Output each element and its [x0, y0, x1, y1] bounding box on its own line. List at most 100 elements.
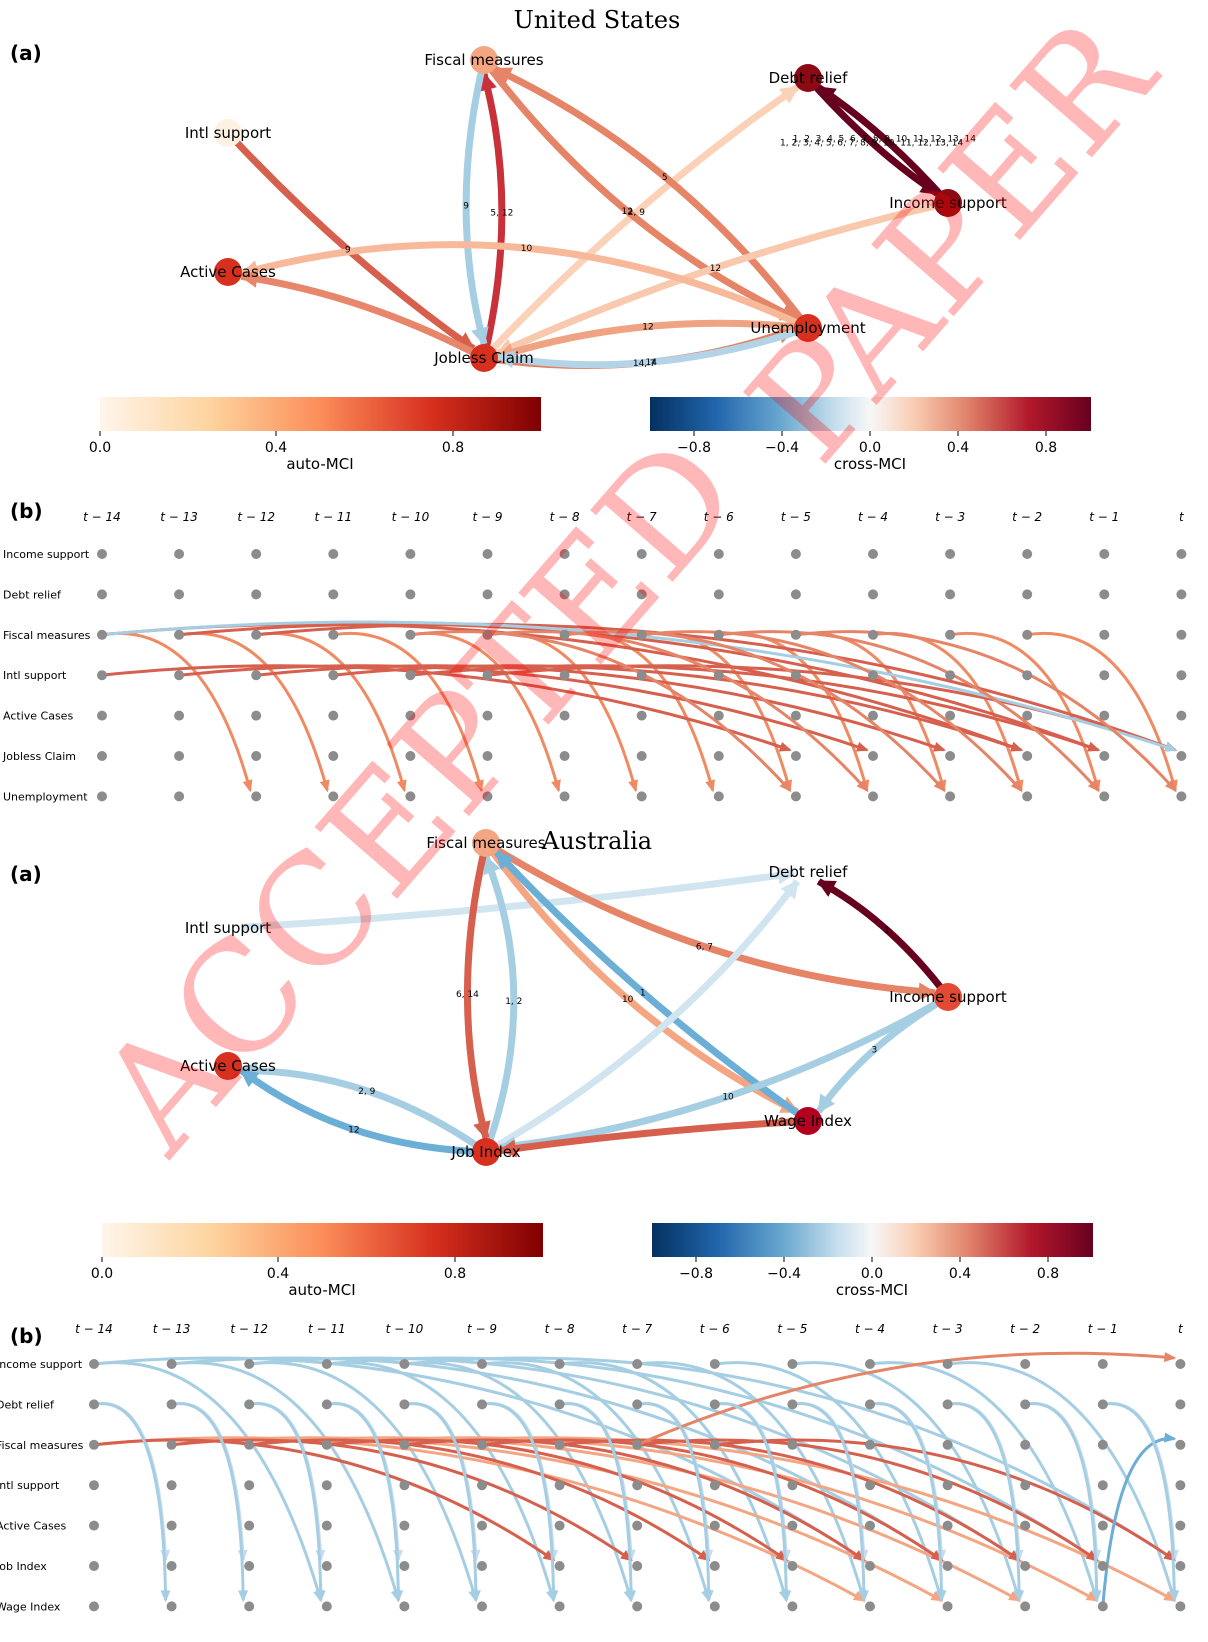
au-grid-node [709, 1399, 720, 1410]
au-grid-node [554, 1520, 565, 1531]
au-grid-node [865, 1399, 875, 1410]
au-grid-node [632, 1399, 643, 1410]
au-time-label: t − 8 [545, 1322, 575, 1336]
us-grid-node [636, 589, 647, 600]
us-grid-node [482, 791, 493, 802]
us-grid-node [405, 791, 416, 802]
us-cross-tick-4: 0.8 [1035, 440, 1057, 456]
us-lag-arrowhead [855, 742, 869, 752]
au-lag-link [171, 1356, 943, 1562]
au-grid-node [244, 1439, 255, 1450]
us-grid-node [97, 589, 107, 600]
us-arrowhead-jobless-to-active [239, 269, 259, 288]
us-lag-link [101, 620, 1176, 752]
au-lag-arrowhead [1163, 1352, 1177, 1363]
us-arrowhead-fiscal-to-jobless [471, 326, 489, 346]
au-lag-link [249, 1438, 710, 1562]
us-edge-label: 5, 12 [490, 209, 513, 219]
us-grid-node [97, 710, 107, 721]
us-grid-node [482, 549, 493, 559]
us-lag-link [256, 622, 1176, 752]
us-grid-node [1022, 629, 1033, 640]
us-edge-label: 9 [345, 246, 351, 256]
us-grid-node [636, 751, 647, 761]
au-grid-node [477, 1399, 487, 1410]
au-grid-node [709, 1480, 720, 1491]
us-time-label: t − 3 [935, 510, 965, 524]
us-node-label-jobless: Jobless Claim [433, 349, 534, 367]
au-node-label-debt: Debt relief [769, 863, 849, 881]
us-grid-node [790, 549, 801, 559]
au-lag-link [481, 1402, 556, 1601]
au-grid-node [477, 1601, 487, 1612]
us-lag-link [410, 630, 792, 792]
au-lag-arrowhead [781, 1590, 792, 1603]
us-arrowhead-unemp-to-fiscal [492, 67, 514, 84]
us-grid-node [790, 670, 801, 681]
us-lag-link [410, 664, 1099, 752]
us-grid-node [636, 670, 647, 681]
au-grid-node [1097, 1561, 1108, 1571]
us-grid-node [328, 710, 339, 721]
au-node-label-job: Job Index [450, 1143, 520, 1161]
au-grid-node [942, 1439, 953, 1450]
au-time-label: t − 10 [386, 1322, 424, 1336]
au-grid-node [1175, 1439, 1186, 1450]
us-grid-node [251, 791, 262, 802]
au-lag-links [93, 1351, 1180, 1607]
us-time-series-graph: t − 14 t − 13 t − 12 t − 11 t − 10 t − 9 t − 8… [2, 510, 1187, 803]
au-grid-node [1175, 1601, 1186, 1612]
au-grid-node [1175, 1520, 1186, 1531]
au-lag-arrowhead [858, 1590, 869, 1603]
au-lag-arrowhead [936, 1590, 947, 1603]
au-grid-node [554, 1601, 565, 1612]
au-node-fiscal [472, 829, 500, 857]
us-grid-node [713, 751, 724, 761]
us-row-label: Unemployment [3, 790, 88, 803]
us-lag-link [564, 630, 946, 792]
au-time-label: t − 11 [308, 1322, 346, 1336]
us-edge-label: 14, 7 [633, 359, 656, 369]
au-grid-node [632, 1520, 643, 1531]
au-row-label: Income support [0, 1358, 83, 1371]
us-edge-label: 12 [710, 264, 721, 274]
au-cross-tick-2: 0.0 [861, 1266, 883, 1282]
us-grid-node [559, 791, 570, 802]
au-grid-node [89, 1399, 99, 1410]
us-grid-node [251, 549, 262, 559]
au-time-label: t − 4 [855, 1322, 885, 1336]
us-lag-arrowhead [1164, 779, 1177, 792]
au-edge-label: 10 [722, 1092, 734, 1102]
us-cross-tick-2: 0.0 [859, 440, 881, 456]
us-grid-node [1176, 629, 1187, 640]
au-lag-link [93, 1356, 865, 1562]
au-grid-node [709, 1561, 720, 1571]
au-row-label: Job Index [0, 1560, 47, 1573]
au-lag-link [171, 1438, 633, 1562]
us-grid-node [713, 710, 724, 721]
us-time-label: t [1179, 510, 1185, 524]
us-node-label-income: Income support [889, 194, 1007, 212]
us-row-label: Active Cases [3, 710, 73, 723]
au-lag-arrowhead [393, 1590, 404, 1603]
us-row-label: Fiscal measures [3, 629, 91, 642]
au-grid-node [1097, 1601, 1108, 1612]
us-lag-arrowhead [856, 779, 869, 792]
us-node-label-intl: Intl support [185, 124, 271, 142]
us-edges [225, 57, 951, 369]
au-arrowhead-income-to-debt [816, 880, 837, 897]
au-edge-label: 2, 9 [358, 1087, 375, 1097]
us-grid-node [97, 751, 107, 761]
us-node-fiscal [470, 46, 498, 74]
au-grid-node [865, 1439, 875, 1450]
au-arrowhead-income-to-wage [817, 1093, 836, 1114]
us-auto-colorbar: 0.0 0.4 0.8 auto-MCI [89, 397, 541, 473]
us-grid-node [405, 549, 416, 559]
au-lag-link [947, 1402, 1021, 1601]
au-row-label: Fiscal measures [0, 1439, 84, 1452]
au-lag-link [869, 1402, 944, 1601]
au-edge-label: 1 [884, 926, 890, 936]
au-grid-node [865, 1561, 875, 1571]
